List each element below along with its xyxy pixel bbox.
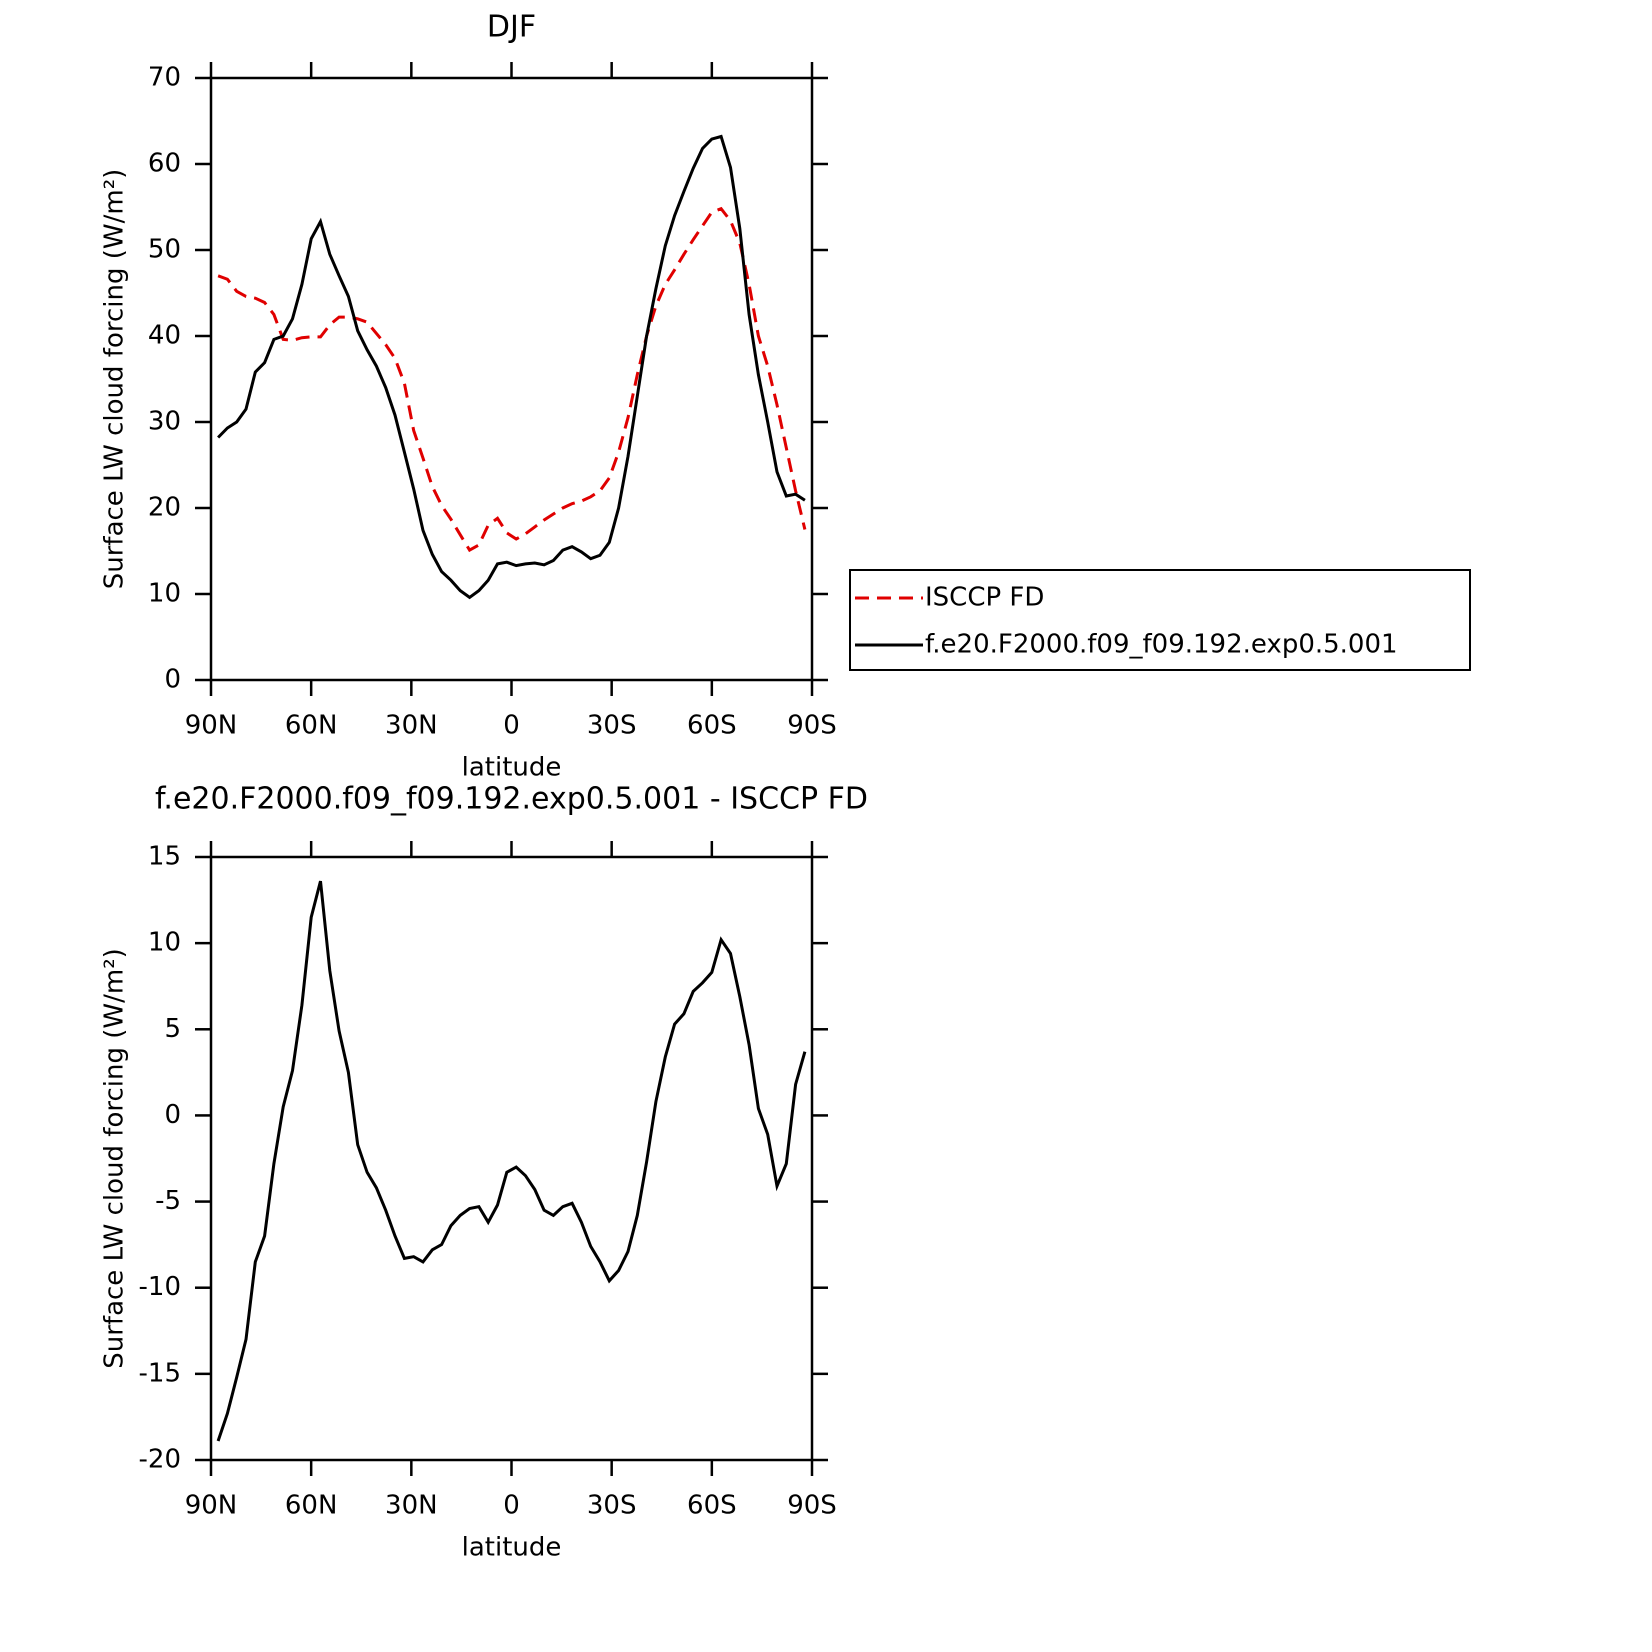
y-tick-label: 10 (148, 579, 181, 609)
data-line (217, 206, 807, 553)
x-axis-label: latitude (462, 1533, 562, 1563)
x-tick-label: 60S (687, 1491, 737, 1521)
y-tick-label: -5 (155, 1186, 181, 1216)
y-tick-label: 60 (148, 149, 181, 179)
y-tick-label: 0 (164, 665, 181, 695)
y-tick-label: 10 (148, 928, 181, 958)
data-line (216, 880, 807, 1442)
x-tick-label: 0 (503, 1491, 520, 1521)
y-tick-label: 70 (148, 63, 181, 93)
y-tick-label: 30 (148, 407, 181, 437)
plot-frame (209, 76, 814, 682)
x-tick-label: 90S (787, 1491, 837, 1521)
x-tick-label: 60S (687, 711, 737, 741)
y-tick-label: 50 (148, 235, 181, 265)
legend-box (849, 569, 1471, 671)
x-tick-label: 90S (787, 711, 837, 741)
x-tick-label: 30S (587, 1491, 637, 1521)
chart-title: DJF (487, 10, 536, 45)
y-tick-label: 5 (164, 1014, 181, 1044)
y-tick-label: 15 (148, 842, 181, 872)
y-axis-label: Surface LW cloud forcing (W/m²) (100, 169, 130, 590)
chart-title: f.e20.F2000.f09_f09.192.exp0.5.001 - ISC… (155, 782, 868, 817)
y-tick-label: -20 (139, 1445, 181, 1475)
x-axis-label: latitude (462, 753, 562, 783)
plot-frame (209, 855, 814, 1462)
x-tick-label: 90N (185, 711, 238, 741)
x-tick-label: 30N (385, 711, 438, 741)
y-tick-label: -10 (139, 1272, 181, 1302)
x-tick-label: 90N (185, 1491, 238, 1521)
legend-label: f.e20.F2000.f09_f09.192.exp0.5.001 (925, 630, 1398, 660)
x-tick-label: 30N (385, 1491, 438, 1521)
y-tick-label: 0 (164, 1100, 181, 1130)
y-tick-label: -15 (139, 1358, 181, 1388)
x-tick-label: 60N (285, 711, 338, 741)
x-tick-label: 30S (587, 711, 637, 741)
y-tick-label: 40 (148, 321, 181, 351)
x-tick-label: 0 (503, 711, 520, 741)
y-tick-label: 20 (148, 493, 181, 523)
x-tick-label: 60N (285, 1491, 338, 1521)
y-axis-label: Surface LW cloud forcing (W/m²) (100, 948, 130, 1369)
legend-label: ISCCP FD (925, 583, 1044, 613)
data-line (217, 134, 806, 600)
